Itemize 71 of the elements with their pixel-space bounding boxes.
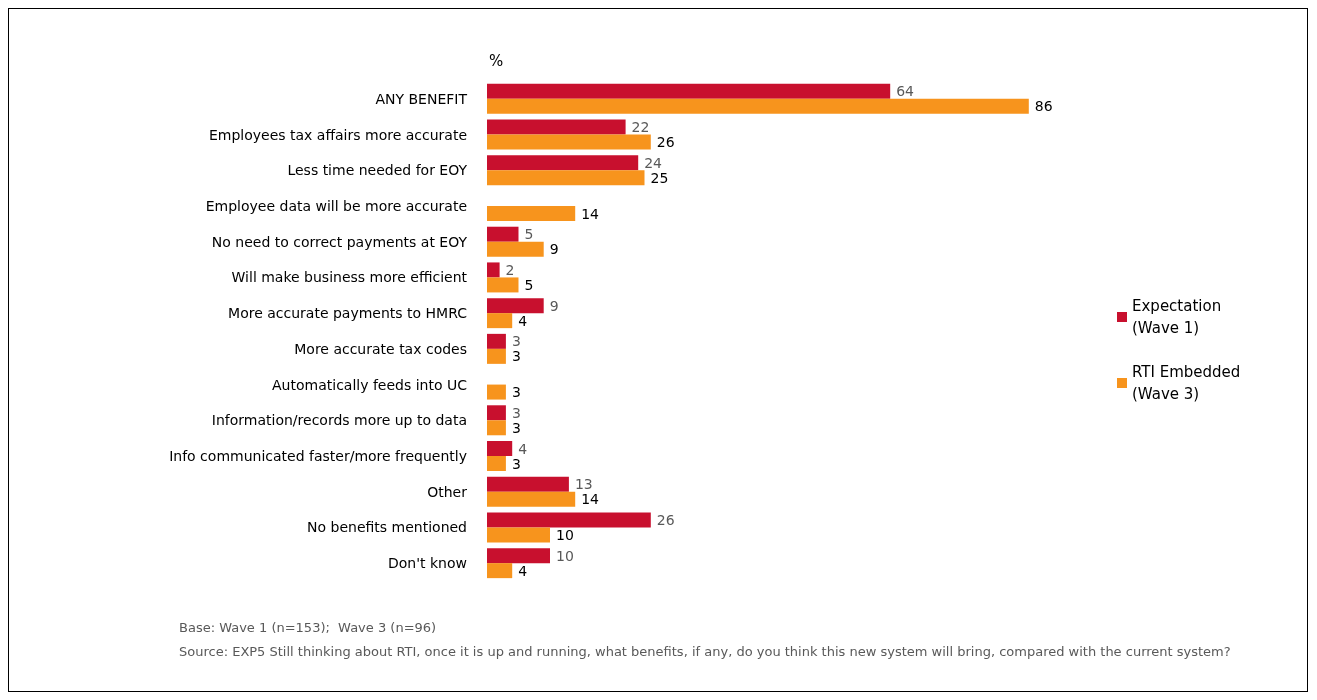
bar [487, 241, 544, 257]
bar [487, 262, 500, 278]
data-label: 9 [549, 297, 559, 314]
y-tick-label: Employees tax affairs more accurate [208, 126, 467, 143]
bar [487, 155, 639, 171]
data-label: 3 [511, 384, 521, 401]
bar [487, 420, 506, 436]
data-label: 10 [556, 526, 574, 543]
data-label: 10 [556, 547, 574, 564]
bar [487, 348, 506, 364]
data-label: 3 [511, 455, 521, 472]
bar [487, 405, 506, 421]
data-label: 3 [511, 333, 521, 350]
bar [487, 333, 506, 349]
bar [487, 170, 645, 186]
bar [487, 206, 576, 221]
bar [487, 298, 544, 314]
data-label: 9 [549, 241, 559, 258]
bar [487, 119, 626, 135]
bar [487, 98, 1029, 114]
text: Base: Wave 1 (n=153); Wave 3 (n=96) [179, 619, 437, 635]
data-label: 3 [511, 348, 521, 365]
legend-label: RTI Embedded (Wave 3) [1132, 363, 1241, 403]
data-label: 3 [511, 419, 521, 436]
bar [487, 491, 576, 507]
data-label: 24 [644, 154, 663, 171]
data-label: 2 [505, 261, 515, 278]
bar [487, 548, 550, 564]
bar [487, 456, 506, 471]
y-tick-label: Employee data will be more accurate [205, 198, 467, 214]
data-label: 14 [581, 205, 600, 222]
data-label: 25 [650, 169, 669, 186]
bar [487, 226, 519, 242]
source-note: Source: EXP5 Still thinking about RTI, once it is up and running, what benefits, if any, do you think this new system will bring, compared with the current system? [179, 643, 1231, 659]
data-label: 26 [656, 134, 675, 151]
bar [487, 441, 513, 456]
data-label: 4 [518, 312, 528, 329]
data-label: 14 [581, 491, 600, 508]
y-tick-label: Will make business more efficient [231, 269, 468, 286]
bar [487, 527, 550, 543]
data-label: 13 [574, 476, 593, 493]
bar [487, 277, 519, 293]
data-label: 64 [896, 83, 915, 100]
data-label: 5 [524, 276, 534, 293]
bar [487, 83, 891, 99]
bar [487, 476, 569, 492]
data-label: 3 [511, 404, 521, 421]
y-tick-label: More accurate tax codes [294, 340, 467, 357]
y-tick-label: No benefits mentioned [307, 519, 467, 536]
y-tick-label: More accurate payments to HMRC [228, 305, 468, 322]
y-tick-label: ANY BENEFIT [375, 90, 468, 107]
bar [487, 563, 513, 579]
bar [487, 512, 651, 528]
y-tick-label: Info communicated faster/more frequently [169, 448, 467, 464]
y-tick-label: Automatically feeds into UC [272, 376, 468, 393]
text: % [489, 51, 504, 70]
y-tick-label: No need to correct payments at EOY [211, 233, 468, 250]
data-label: 5 [524, 226, 534, 243]
y-tick-label: Other [427, 483, 468, 500]
y-tick-label: Information/records more up to data [211, 412, 467, 429]
bar [487, 313, 513, 329]
data-label: 4 [518, 562, 528, 579]
bar [487, 384, 506, 400]
data-label: 26 [656, 511, 675, 528]
data-label: 4 [518, 440, 528, 457]
data-label: 86 [1034, 98, 1053, 115]
y-tick-label: Don't know [387, 555, 467, 572]
y-tick-label: Less time needed for EOY [287, 162, 468, 179]
data-label: 22 [631, 119, 650, 136]
legend-label: Expectation (Wave 1) [1132, 297, 1222, 337]
bar [487, 134, 651, 150]
